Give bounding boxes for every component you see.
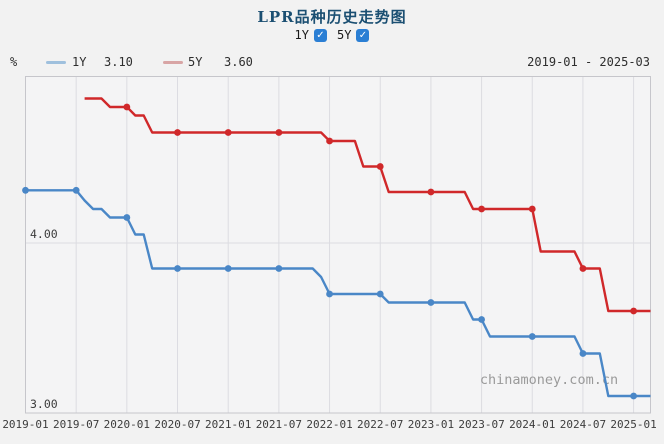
legend-value-1y: 3.10 <box>104 55 133 69</box>
data-point-5y <box>630 307 638 315</box>
data-point-5y <box>528 205 536 213</box>
toggle-5y-label: 5Y <box>337 28 352 42</box>
data-point-1y <box>427 299 435 306</box>
x-axis-label: 2020-07 <box>154 418 200 431</box>
legend-value-5y: 3.60 <box>224 55 253 69</box>
checkbox-1y[interactable]: ✓ <box>314 28 327 42</box>
data-point-5y <box>224 129 232 136</box>
y-axis-label: 3.00 <box>30 397 58 411</box>
x-axis-label: 2019-07 <box>53 418 99 431</box>
data-point-1y <box>72 186 80 194</box>
legend-line-icon-1y <box>46 61 66 64</box>
data-point-5y <box>478 205 485 213</box>
data-point-5y <box>174 129 181 136</box>
y-axis-label: 4.00 <box>30 227 58 241</box>
data-point-5y <box>123 103 131 111</box>
data-point-1y <box>123 214 131 221</box>
data-point-1y <box>528 333 536 340</box>
data-point-1y <box>376 290 384 298</box>
data-point-1y <box>174 265 181 272</box>
checkbox-5y[interactable]: ✓ <box>356 28 370 42</box>
toggle-1y-label: 1Y <box>294 28 309 42</box>
x-axis-label: 2021-01 <box>205 418 251 431</box>
check-icon: ✓ <box>358 29 368 41</box>
x-axis-label: 2022-01 <box>306 418 352 431</box>
toggle-5y[interactable]: 5Y ✓ <box>337 28 370 42</box>
data-point-1y <box>326 290 333 298</box>
plot-background <box>25 76 651 413</box>
data-point-5y <box>376 163 384 170</box>
data-point-1y <box>478 316 485 323</box>
legend-row: % 1Y 3.10 5Y 3.60 2019-01 - 2025-03 <box>0 55 664 71</box>
date-range-label: 2019-01 - 2025-03 <box>527 55 650 69</box>
y-axis-unit-label: % <box>10 55 18 69</box>
data-point-5y <box>427 188 435 196</box>
data-point-1y <box>579 350 587 357</box>
x-axis-label: 2019-01 <box>2 418 48 431</box>
x-axis-label: 2024-07 <box>560 418 606 431</box>
legend-label-1y: 1Y <box>72 55 87 69</box>
data-point-5y <box>579 265 587 272</box>
data-point-1y <box>275 265 283 272</box>
x-axis-label: 2021-07 <box>256 418 302 431</box>
x-axis-label: 2023-07 <box>458 418 504 431</box>
series-line-1y <box>25 189 651 398</box>
lpr-chart-svg: chinamoney.com.cn 4.00 3.00 2019-01 2019-07 2… <box>2 76 657 431</box>
legend-line-icon-5y <box>163 61 183 64</box>
data-point-1y <box>224 265 232 272</box>
plot-border <box>25 76 651 414</box>
page-title: LPR品种历史走势图 <box>257 8 407 26</box>
data-point-1y <box>22 186 29 194</box>
x-axis-label: 2022-07 <box>357 418 403 431</box>
series-toggle-row: 1Y ✓ 5Y ✓ <box>0 27 664 43</box>
check-icon: ✓ <box>316 29 325 41</box>
legend-label-5y: 5Y <box>188 55 203 69</box>
data-point-1y <box>630 392 638 400</box>
x-axis-label: 2025-01 <box>610 418 656 431</box>
toggle-1y[interactable]: 1Y ✓ <box>295 28 327 42</box>
x-axis-label: 2020-01 <box>104 418 150 431</box>
data-point-5y <box>275 129 283 136</box>
x-axis-label: 2023-01 <box>408 418 454 431</box>
x-axis-label: 2024-01 <box>509 418 555 431</box>
chart-area[interactable]: chinamoney.com.cn 4.00 3.00 2019-01 2019-07 2… <box>0 72 664 440</box>
watermark: chinamoney.com.cn <box>480 372 618 388</box>
data-point-5y <box>326 137 333 145</box>
